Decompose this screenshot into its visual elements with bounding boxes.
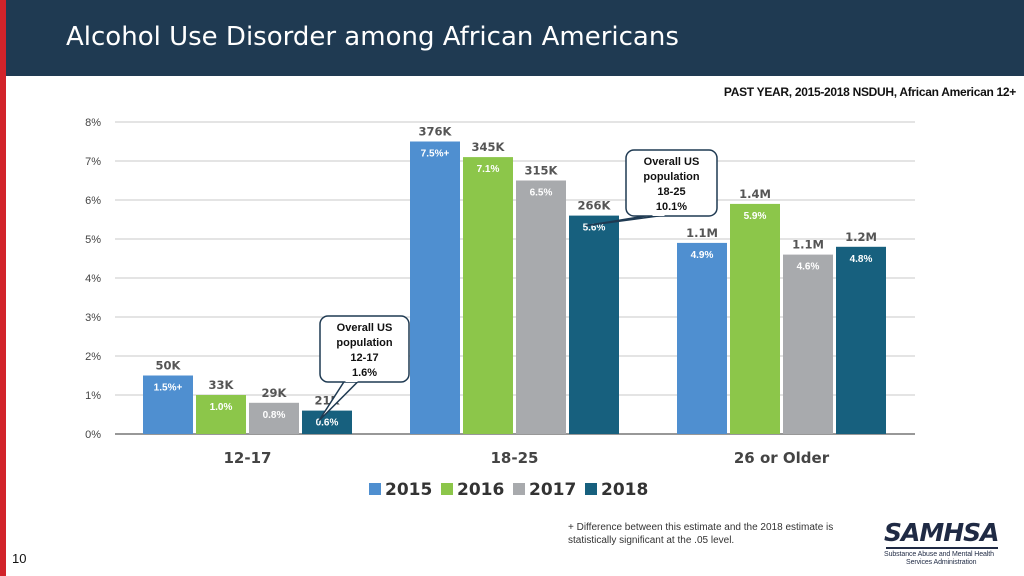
bar-value-label: 5.6% bbox=[583, 223, 606, 234]
bar-count-label: 33K bbox=[209, 378, 235, 392]
footnote: + Difference between this estimate and t… bbox=[568, 522, 834, 546]
logo-tagline-1: Substance Abuse and Mental Health bbox=[884, 551, 994, 558]
logo-underline bbox=[886, 547, 998, 549]
samhsa-logo: SAMHSA Substance Abuse and Mental Health… bbox=[880, 518, 1010, 570]
y-tick-label: 1% bbox=[85, 390, 101, 402]
legend-label: 2015 bbox=[385, 480, 432, 500]
logo-wordmark: SAMHSA bbox=[884, 518, 1000, 547]
legend-swatch bbox=[585, 483, 597, 495]
y-tick-label: 3% bbox=[85, 312, 101, 324]
callout-joint bbox=[345, 379, 358, 382]
legend-swatch bbox=[513, 483, 525, 495]
bar-value-label: 1.5%+ bbox=[154, 383, 183, 394]
legend-swatch bbox=[369, 483, 381, 495]
bar bbox=[569, 215, 619, 434]
bar bbox=[410, 141, 460, 434]
bar bbox=[836, 246, 886, 434]
bar-value-label: 4.9% bbox=[691, 250, 714, 261]
bar-value-label: 4.8% bbox=[850, 254, 873, 265]
y-tick-label: 2% bbox=[85, 351, 101, 363]
slide-header: Alcohol Use Disorder among African Ameri… bbox=[6, 0, 1024, 76]
bar bbox=[677, 242, 727, 434]
logo-tagline-2: Services Administration bbox=[906, 559, 977, 566]
bar-value-label: 4.6% bbox=[797, 262, 820, 273]
callout-text: Overall US bbox=[644, 156, 700, 168]
slide-title: Alcohol Use Disorder among African Ameri… bbox=[66, 22, 679, 52]
bar-count-label: 29K bbox=[262, 386, 288, 400]
page-number: 10 bbox=[12, 551, 27, 566]
bar bbox=[516, 180, 566, 434]
bar-chart: 0% 1% 2% 3% 4% 5% 6% 7% 8% 1.5%+ 50K 1.0% 33K 0.8% 29K… bbox=[85, 117, 915, 500]
bar-value-label: 7.1% bbox=[477, 164, 500, 175]
bar bbox=[463, 157, 513, 434]
bar-count-label: 1.1M bbox=[686, 226, 718, 240]
bar-value-label: 7.5%+ bbox=[421, 149, 450, 160]
accent-bar bbox=[0, 0, 6, 576]
x-tick-label: 18-25 bbox=[491, 449, 539, 467]
callout-text: 18-25 bbox=[657, 186, 685, 198]
bar-value-label: 1.0% bbox=[210, 402, 233, 413]
callout-text: 12-17 bbox=[350, 352, 378, 364]
bar-value-label: 5.9% bbox=[744, 211, 767, 222]
legend-label: 2018 bbox=[601, 480, 648, 500]
legend-label: 2017 bbox=[529, 480, 576, 500]
bar-value-label: 0.6% bbox=[316, 418, 339, 429]
y-tick-label: 6% bbox=[85, 195, 101, 207]
legend-swatch bbox=[441, 483, 453, 495]
callout-text: 10.1% bbox=[656, 201, 687, 213]
legend-label: 2016 bbox=[457, 480, 504, 500]
data-source-subtitle: PAST YEAR, 2015-2018 NSDUH, African Amer… bbox=[723, 85, 1016, 99]
bar-count-label: 266K bbox=[578, 199, 612, 213]
bar-count-label: 376K bbox=[419, 125, 453, 139]
bar-count-label: 1.1M bbox=[792, 238, 824, 252]
callout-joint bbox=[652, 213, 665, 216]
y-tick-label: 5% bbox=[85, 234, 101, 246]
bar-count-label: 315K bbox=[525, 164, 559, 178]
bar-value-label: 0.8% bbox=[263, 410, 286, 421]
x-tick-label: 26 or Older bbox=[734, 449, 830, 467]
callout-text: Overall US bbox=[337, 322, 393, 334]
callout-box bbox=[625, 149, 718, 217]
bar bbox=[196, 395, 246, 434]
callout-box bbox=[319, 315, 410, 383]
bar-count-label: 50K bbox=[156, 359, 182, 373]
y-tick-label: 7% bbox=[85, 156, 101, 168]
x-tick-label: 12-17 bbox=[224, 449, 272, 467]
bar-value-label: 6.5% bbox=[530, 188, 553, 199]
y-tick-label: 8% bbox=[85, 117, 101, 129]
bar bbox=[783, 254, 833, 434]
callout-text: population bbox=[336, 337, 392, 349]
callout-text: 1.6% bbox=[352, 367, 377, 379]
y-tick-label: 0% bbox=[85, 429, 101, 441]
y-tick-label: 4% bbox=[85, 273, 101, 285]
bar-count-label: 1.4M bbox=[739, 187, 771, 201]
bar bbox=[302, 410, 352, 434]
bar-count-label: 345K bbox=[472, 140, 506, 154]
bar-count-label: 1.2M bbox=[845, 230, 877, 244]
callout-text: population bbox=[643, 171, 699, 183]
bar bbox=[730, 203, 780, 434]
bar bbox=[249, 402, 299, 434]
bar bbox=[143, 375, 193, 434]
